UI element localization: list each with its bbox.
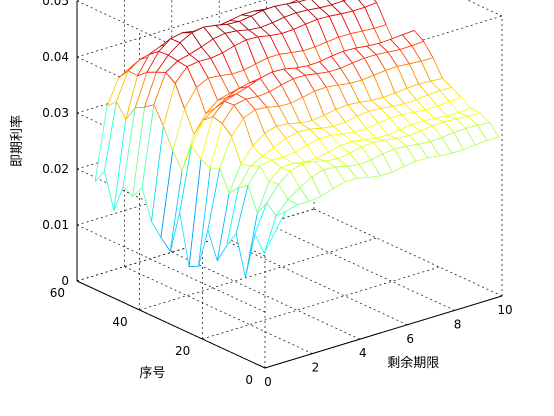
y-tick-label: 60	[50, 286, 65, 300]
surface-cell	[477, 122, 500, 141]
y-tick-label: 40	[112, 315, 127, 329]
z-tick-label: 0	[61, 274, 69, 288]
z-tick-label: 0.04	[42, 50, 69, 64]
floor-grid-line	[124, 266, 313, 354]
x-tick-label: 10	[497, 303, 512, 317]
surface-mesh	[94, 0, 500, 278]
x-axis-line	[264, 295, 503, 369]
z-tick-label: 0.03	[42, 106, 69, 120]
x-tick-label: 6	[406, 332, 414, 346]
x-tick-label: 8	[454, 317, 462, 331]
z-tick-label: 0.02	[42, 162, 69, 176]
floor-grid-line	[266, 223, 455, 311]
floor-grid-line	[313, 208, 503, 297]
z-tick-label: 0.05	[42, 0, 69, 8]
x-tick-label: 2	[312, 361, 320, 375]
x-tick-label: 0	[264, 375, 272, 389]
x-axis-label: 剩余期限	[387, 355, 439, 371]
back-wall-grid-line	[76, 0, 266, 58]
floor-grid-line	[202, 266, 440, 340]
floor-grid-line	[139, 237, 377, 311]
y-axis-line	[76, 280, 266, 369]
axes-box	[76, 1, 503, 369]
back-wall-grid-line	[76, 0, 82, 2]
x-tick-label: 4	[359, 346, 367, 360]
y-axis-label: 序号	[139, 366, 165, 381]
z-axis-label: 即期利率	[9, 115, 25, 167]
z-tick-label: 0.01	[42, 218, 69, 232]
y-tick-label: 20	[175, 344, 190, 358]
y-tick-label: 0	[245, 373, 253, 387]
floor-grid-line	[171, 251, 360, 340]
